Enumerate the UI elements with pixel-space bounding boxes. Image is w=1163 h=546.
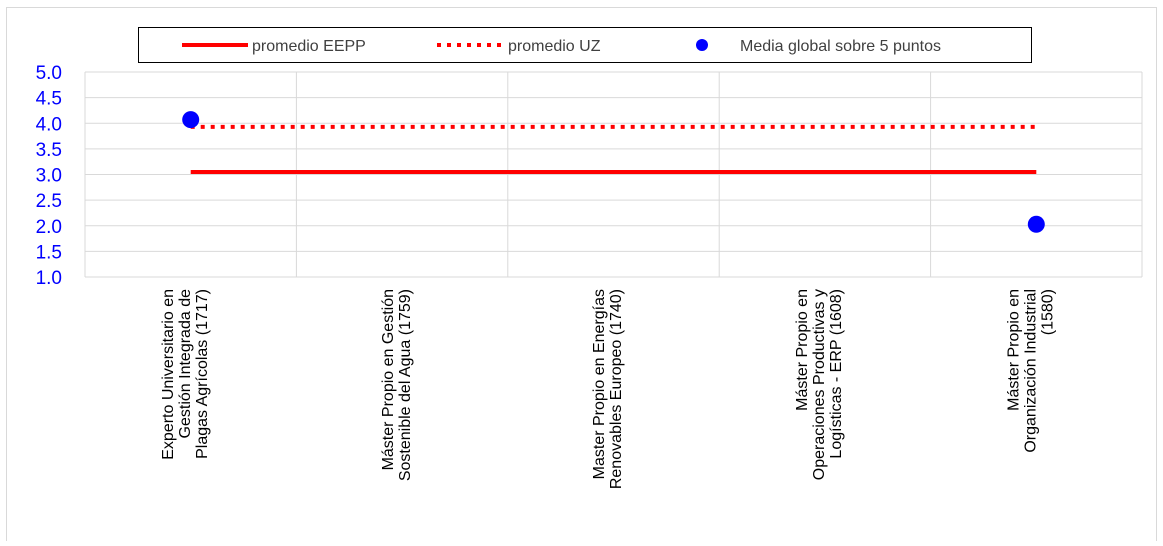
x-tick-label: Máster Propio en Organización Industrial(… (1006, 289, 1057, 453)
x-tick-label-line: Experto Universitario en (160, 289, 177, 460)
x-tick-label-line: Máster Propio en Gestión (380, 289, 397, 470)
x-tick-label-line: Gestión Integrada de (177, 289, 194, 439)
series-layer (182, 111, 1045, 233)
y-tick-label: 3.0 (36, 166, 62, 187)
x-tick-label-line: Plagas Agrícolas (1717) (194, 289, 211, 459)
x-tick-label: Máster Propio en Gestión Sostenible del A… (380, 289, 414, 481)
y-axis: 1.0 1.5 2.0 2.5 3.0 3.5 4.0 4.5 5.0 (36, 63, 62, 289)
legend-entry-media: Media global sobre 5 puntos (696, 38, 941, 55)
y-tick-label: 5.0 (36, 63, 62, 84)
x-tick-label-line: Máster Propio en (794, 289, 811, 411)
grid-lines (84, 71, 1143, 278)
data-point (1027, 215, 1045, 233)
legend-swatch-marker (696, 39, 708, 51)
y-tick-label: 4.5 (36, 89, 62, 110)
y-tick-label: 1.5 (36, 242, 62, 263)
legend-label: promedio UZ (508, 38, 601, 55)
x-tick-label-line: Operaciones Productivas y (811, 289, 828, 480)
y-tick-label: 3.5 (36, 140, 62, 161)
legend-entry-eepp: promedio EEPP (182, 38, 366, 55)
legend-label: promedio EEPP (252, 38, 366, 55)
legend-entry-uz: promedio UZ (437, 38, 601, 55)
legend: promedio EEPP promedio UZ Media global sob… (138, 27, 1032, 63)
x-tick-label: Máster Propio en Operaciones Productivas … (794, 289, 845, 480)
x-tick-label-line: Máster Propio en (1006, 289, 1023, 411)
legend-box (138, 27, 1032, 63)
x-axis: Experto Universitario en Gestión Integrad… (160, 289, 1057, 489)
x-tick-label-line: Logísticas - ERP (1608) (828, 289, 845, 459)
x-tick-label-line: Organización Industrial (1023, 289, 1040, 453)
legend-label: Media global sobre 5 puntos (740, 38, 941, 55)
x-tick-label: Master Propio en Energías Renovables Euro… (591, 289, 625, 489)
x-tick-label-line: Renovables Europeo (1740) (608, 289, 625, 489)
chart-border (6, 7, 1157, 546)
x-tick-label-line: Sostenible del Agua (1759) (397, 289, 414, 481)
x-tick-label-line: Master Propio en Energías (591, 289, 608, 479)
y-tick-label: 1.0 (36, 268, 62, 289)
data-point (182, 111, 200, 129)
y-tick-label: 2.5 (36, 191, 62, 212)
y-tick-label: 4.0 (36, 114, 62, 135)
x-tick-label-line: (1580) (1040, 289, 1057, 335)
y-tick-label: 2.0 (36, 217, 62, 238)
x-tick-label: Experto Universitario en Gestión Integrad… (160, 289, 211, 460)
